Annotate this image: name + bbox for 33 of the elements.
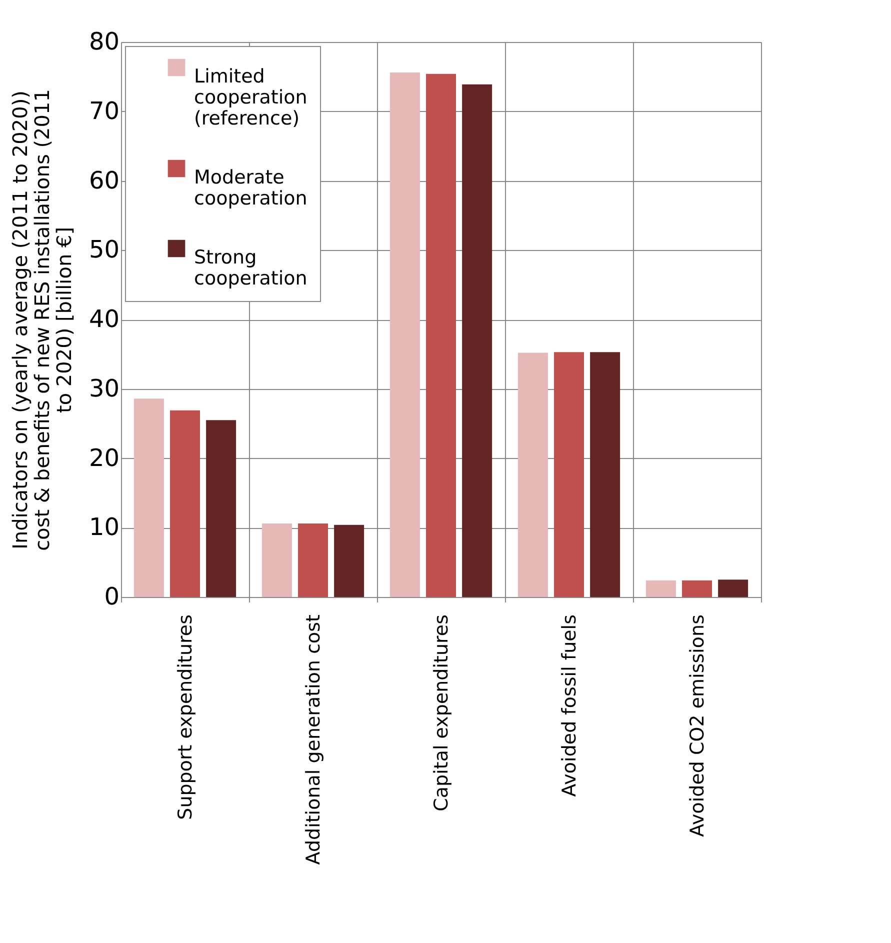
y-tick-label: 60	[88, 166, 120, 194]
bar	[298, 523, 328, 597]
bar	[134, 398, 164, 597]
x-tick-label: Capital expenditures	[430, 614, 452, 812]
bar	[390, 72, 420, 597]
y-tick-label: 70	[88, 96, 120, 125]
x-tick-label: Support expenditures	[174, 614, 196, 820]
y-tick-label: 80	[88, 28, 120, 56]
x-tick-label: Additional generation cost	[302, 614, 324, 865]
bar	[518, 352, 548, 597]
bar	[718, 580, 748, 597]
y-tick-label: 30	[88, 374, 120, 402]
legend-label: Moderate cooperation	[194, 166, 308, 210]
y-tick-label: 20	[88, 444, 120, 472]
bar	[262, 523, 292, 597]
legend-label: Limited cooperation (reference)	[194, 66, 308, 130]
bar	[590, 352, 620, 597]
y-tick-label: 50	[88, 236, 120, 264]
y-tick-label: 10	[88, 513, 120, 542]
bar	[426, 74, 456, 597]
y-tick-label: 40	[88, 305, 120, 333]
bar	[462, 84, 492, 597]
bar	[646, 580, 676, 597]
bar	[206, 420, 236, 597]
bar	[682, 580, 712, 597]
bar	[554, 352, 584, 597]
y-axis-title: Indicators on (yearly average (2011 to 2020)) cost & benefits of new RES installations (2011 to 2020) [billion €]	[8, 89, 76, 551]
legend-label: Strong cooperation	[194, 246, 308, 290]
bar	[170, 410, 200, 597]
x-tick-label: Avoided CO2 emissions	[686, 614, 708, 837]
x-tick-label: Avoided fossil fuels	[558, 614, 580, 797]
bar	[334, 524, 364, 597]
y-tick-label: 0	[104, 582, 120, 610]
